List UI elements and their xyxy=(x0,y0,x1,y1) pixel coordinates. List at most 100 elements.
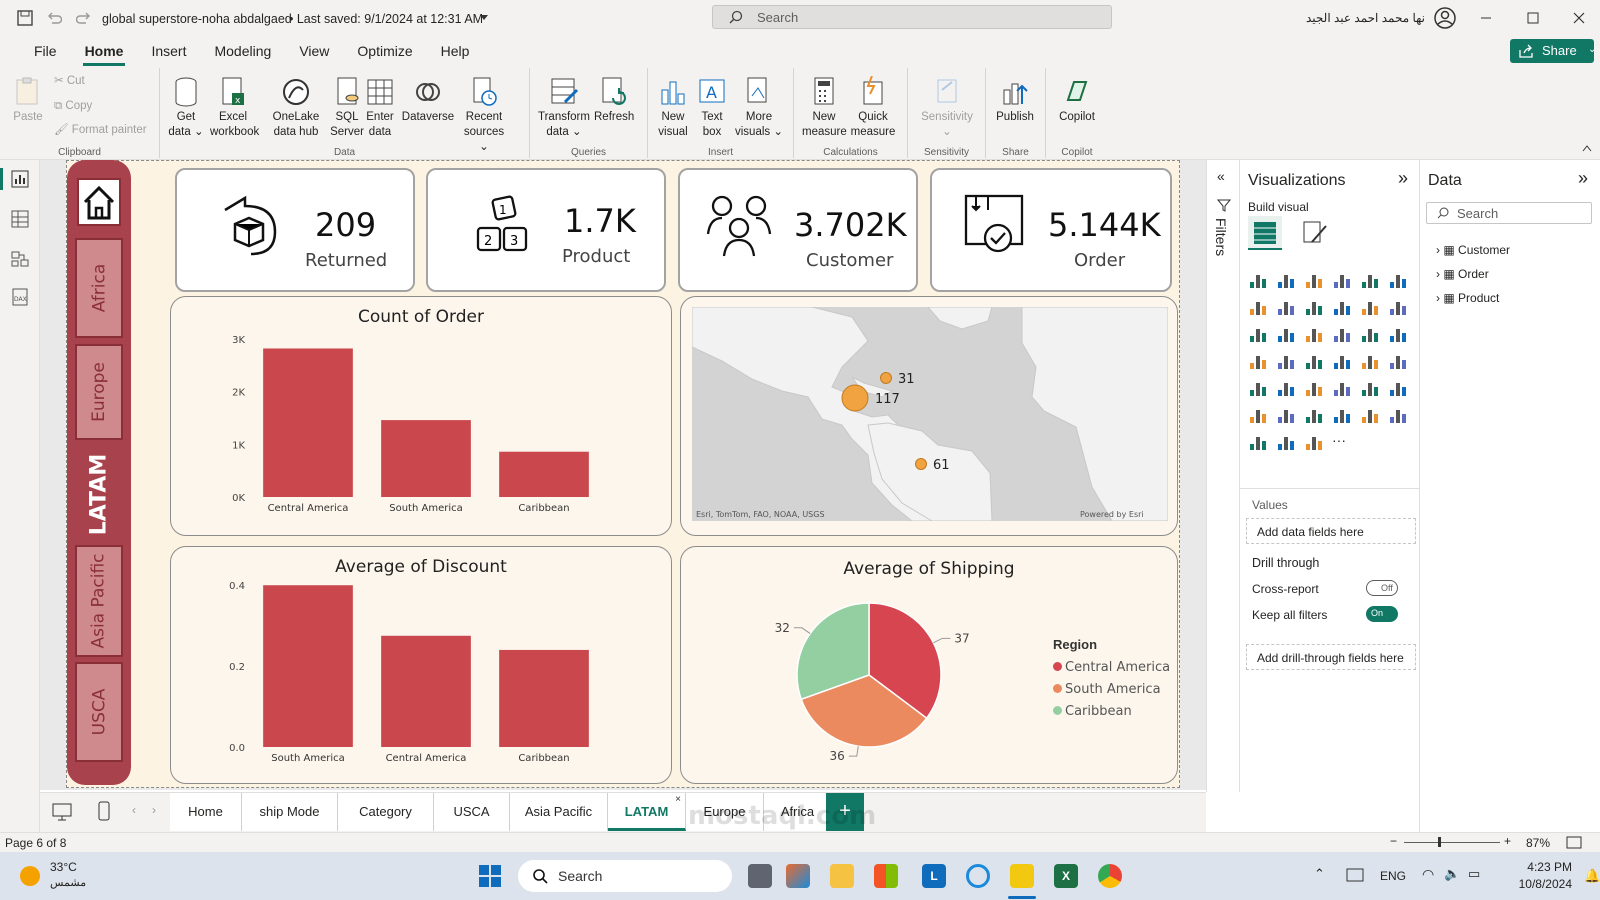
user-name[interactable]: نها محمد احمد عبد الجيد xyxy=(1306,11,1425,25)
clock-date[interactable]: 10/8/2024 xyxy=(1518,877,1572,891)
copilot-button[interactable]: Copilot xyxy=(1054,76,1100,125)
paginated-icon[interactable] xyxy=(1388,405,1408,425)
stacked-bar-icon[interactable] xyxy=(1248,270,1268,290)
waterfall-icon[interactable] xyxy=(1248,324,1268,344)
redo-icon[interactable] xyxy=(76,10,92,26)
fit-to-page-icon[interactable] xyxy=(1566,836,1582,849)
clock-time[interactable]: 4:23 PM xyxy=(1527,860,1572,874)
table-icon[interactable] xyxy=(1332,378,1352,398)
gauge-icon[interactable] xyxy=(1360,351,1380,371)
sql-server-button[interactable]: SQL Server xyxy=(328,76,366,140)
keyboard-icon[interactable] xyxy=(1346,868,1364,882)
edge-icon[interactable] xyxy=(786,864,810,888)
map-visual[interactable]: Esri, TomTom, FAO, NOAA, USGS Powered by… xyxy=(680,296,1178,536)
tab-usca[interactable]: USCA xyxy=(434,793,510,831)
tab-asia-pacific[interactable]: Asia Pacific xyxy=(510,793,608,831)
share-button[interactable]: Share ⌄ xyxy=(1510,39,1596,63)
kpi-order-card[interactable]: 5.144K Order xyxy=(930,168,1172,292)
average-of-discount-chart[interactable]: Average of Discount 0.0 0.2 0.4 South Ameri… xyxy=(170,546,672,784)
taskbar-search[interactable]: Search xyxy=(518,860,732,892)
cortana-icon[interactable] xyxy=(966,864,990,888)
language-indicator[interactable]: ENG xyxy=(1380,869,1407,883)
file-explorer-icon[interactable] xyxy=(830,864,854,888)
kpi-customer-card[interactable]: 3.702K Customer xyxy=(678,168,918,292)
key-influencers-icon[interactable] xyxy=(1276,405,1296,425)
bar[interactable] xyxy=(381,420,471,497)
power-bi-icon[interactable] xyxy=(1010,864,1034,888)
expand-filters-icon[interactable]: « xyxy=(1217,168,1225,184)
power-apps-icon[interactable] xyxy=(1276,432,1296,452)
avatar[interactable] xyxy=(1434,7,1456,29)
wifi-icon[interactable]: ◠ xyxy=(1422,866,1435,882)
pie-slice[interactable] xyxy=(868,602,942,720)
map-bubble-caribbean[interactable] xyxy=(880,372,892,384)
enter-data-button[interactable]: Enter data xyxy=(364,76,396,140)
funnel-icon[interactable] xyxy=(1276,324,1296,344)
kpi-product-card[interactable]: 1 2 3 1.7K Product xyxy=(426,168,666,292)
kpi-icon[interactable] xyxy=(1276,378,1296,398)
power-automate-icon[interactable] xyxy=(1304,432,1324,452)
line-icon[interactable] xyxy=(1248,297,1268,317)
menu-modeling[interactable]: Modeling xyxy=(214,43,272,59)
copy-button[interactable]: ⧉ Copy xyxy=(54,99,92,114)
zoom-in-icon[interactable]: + xyxy=(1504,834,1512,848)
legend-item[interactable]: Caribbean xyxy=(1053,701,1170,723)
100-bar-icon[interactable] xyxy=(1360,270,1380,290)
cut-button[interactable]: ✂ Cut xyxy=(54,74,85,89)
notification-icon[interactable]: 🔔 xyxy=(1584,868,1600,883)
count-of-order-chart[interactable]: Count of Order 0K 1K 2K 3K Central America So… xyxy=(170,296,672,536)
windows-start-icon[interactable] xyxy=(478,864,502,888)
azure-map-icon[interactable] xyxy=(1332,351,1352,371)
home-button[interactable] xyxy=(77,178,121,226)
map-bubble-central-america[interactable] xyxy=(841,384,869,412)
new-visual-button[interactable]: New visual xyxy=(656,76,690,140)
quick-measure-button[interactable]: Quick measure xyxy=(850,75,896,140)
chevron-down-icon[interactable] xyxy=(479,14,489,22)
collapse-pane-icon[interactable]: » xyxy=(1398,168,1409,188)
tab-latam[interactable]: LATAM × xyxy=(608,793,686,831)
shape-map-icon[interactable] xyxy=(1304,351,1324,371)
filled-map-icon[interactable] xyxy=(1276,351,1296,371)
build-visual-tab[interactable] xyxy=(1248,216,1282,250)
text-box-button[interactable]: A Text box xyxy=(694,76,730,140)
slicer-icon[interactable] xyxy=(1304,378,1324,398)
onelake-button[interactable]: OneLake data hub xyxy=(266,76,326,140)
zoom-slider-thumb[interactable] xyxy=(1438,837,1441,847)
smart-narrative-icon[interactable] xyxy=(1360,405,1380,425)
chevron-up-icon[interactable]: ⌃ xyxy=(1314,866,1325,881)
bar[interactable] xyxy=(499,649,589,747)
nav-usca-button[interactable]: USCA xyxy=(75,662,123,762)
launcher-l-icon[interactable]: L xyxy=(922,864,946,888)
menu-home[interactable]: Home xyxy=(71,36,138,66)
add-data-fields-well[interactable]: Add data fields here xyxy=(1246,518,1416,544)
decomp-tree-icon[interactable] xyxy=(1304,405,1324,425)
maximize-icon[interactable] xyxy=(1527,12,1539,24)
nav-europe-button[interactable]: Europe xyxy=(75,344,123,440)
collapse-pane-icon[interactable]: » xyxy=(1578,168,1589,188)
paste-button[interactable]: Paste xyxy=(10,76,46,125)
menu-view[interactable]: View xyxy=(299,43,330,59)
transform-data-button[interactable]: Transform data ⌄ xyxy=(538,76,590,140)
menu-optimize[interactable]: Optimize xyxy=(357,43,413,59)
bar[interactable] xyxy=(499,451,589,497)
card-icon[interactable] xyxy=(1388,351,1408,371)
menu-file[interactable]: File xyxy=(34,43,57,59)
add-drill-through-well[interactable]: Add drill-through fields here xyxy=(1246,644,1416,670)
dataverse-button[interactable]: Dataverse xyxy=(400,76,456,125)
battery-icon[interactable]: ▭ xyxy=(1468,866,1481,881)
model-view-icon[interactable] xyxy=(11,250,29,268)
table-item-order[interactable]: › ▦ Order xyxy=(1436,262,1510,286)
area-icon[interactable] xyxy=(1276,297,1296,317)
average-of-shipping-chart[interactable]: Average of Shipping 37 36 32 Region Centra… xyxy=(680,546,1178,784)
table-view-icon[interactable] xyxy=(11,210,29,228)
add-page-button[interactable]: + xyxy=(826,793,864,831)
collapse-ribbon-icon[interactable] xyxy=(1582,144,1592,152)
nav-latam-button[interactable]: LATAM xyxy=(75,448,123,540)
bar[interactable] xyxy=(263,348,353,497)
refresh-button[interactable]: Refresh xyxy=(594,76,634,125)
map-icon[interactable] xyxy=(1248,351,1268,371)
save-icon[interactable] xyxy=(17,10,33,26)
recent-sources-button[interactable]: Recent sources ⌄ xyxy=(458,76,510,155)
tab-africa[interactable]: Africa xyxy=(764,793,832,831)
new-measure-button[interactable]: New measure xyxy=(802,76,847,140)
